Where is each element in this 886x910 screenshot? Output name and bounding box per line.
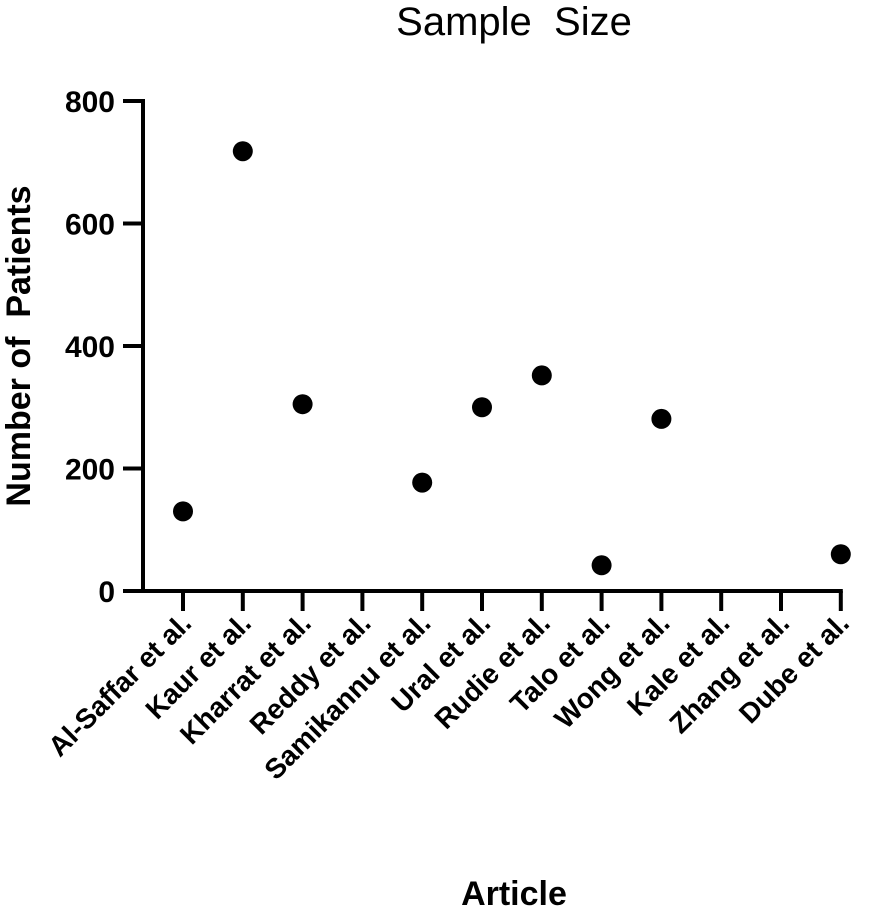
y-tick-label: 800 <box>65 86 115 119</box>
data-point <box>292 394 313 415</box>
x-ticks: Al-Saffar et al.Kaur et al.Kharrat et al… <box>42 591 855 785</box>
y-tick-label: 200 <box>65 454 115 487</box>
y-tick-label: 400 <box>65 331 115 364</box>
data-point <box>830 544 851 565</box>
data-point <box>412 472 433 493</box>
chart-title: Sample Size <box>396 0 632 44</box>
y-ticks: 0 200 400 600 800 <box>65 86 143 609</box>
x-axis-label: Article <box>461 875 567 910</box>
y-axis-label: Number of Patients <box>0 185 38 506</box>
data-point <box>651 408 672 429</box>
data-point <box>531 365 552 386</box>
data-point <box>173 501 193 522</box>
data-point <box>472 397 492 418</box>
y-tick-label: 0 <box>98 576 115 609</box>
data-points <box>173 141 851 576</box>
axes <box>141 99 843 593</box>
data-point <box>232 141 253 162</box>
data-point <box>591 555 612 576</box>
y-tick-label: 600 <box>65 209 115 242</box>
